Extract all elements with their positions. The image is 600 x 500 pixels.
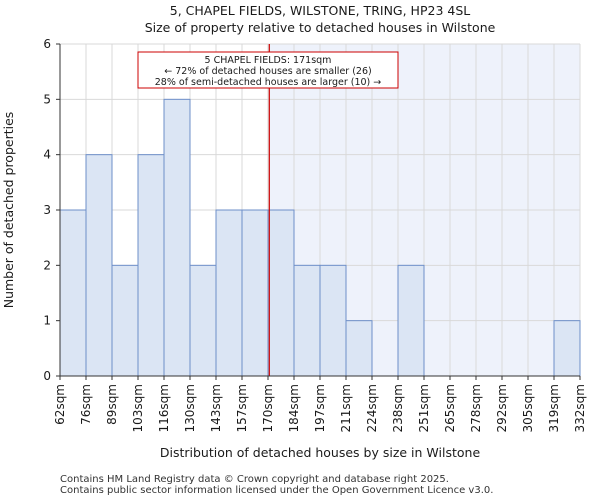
- bar: [85, 154, 113, 377]
- x-tick-label: 130sqm: [183, 384, 197, 432]
- x-tick-label: 170sqm: [261, 384, 275, 432]
- footer-line-1: Contains HM Land Registry data © Crown c…: [60, 474, 449, 485]
- x-tick-label: 319sqm: [547, 384, 561, 432]
- bar: [293, 264, 321, 377]
- y-tick-label: 3: [43, 203, 51, 217]
- annotation-line: 5 CHAPEL FIELDS: 171sqm: [205, 55, 332, 66]
- bar: [397, 264, 425, 377]
- bar: [319, 264, 347, 377]
- bar: [553, 320, 581, 377]
- annotation-line: 28% of semi-detached houses are larger (…: [155, 77, 382, 88]
- x-tick-label: 292sqm: [495, 384, 509, 432]
- bar: [241, 209, 269, 377]
- annotation-line: ← 72% of detached houses are smaller (26…: [164, 66, 371, 77]
- x-tick-label: 76sqm: [79, 384, 93, 425]
- x-tick-label: 305sqm: [521, 384, 535, 432]
- chart-subtitle: Size of property relative to detached ho…: [145, 20, 496, 35]
- x-tick-label: 103sqm: [131, 384, 145, 432]
- y-tick-label: 6: [43, 37, 51, 51]
- y-axis-label: Number of detached properties: [1, 112, 16, 309]
- bar: [345, 320, 373, 377]
- x-axis-label: Distribution of detached houses by size …: [160, 445, 481, 460]
- bars: [59, 98, 581, 377]
- bar: [189, 264, 217, 377]
- x-tick-label: 251sqm: [417, 384, 431, 432]
- axes: 0 1 2 3 4 5 6 62sqm 76sqm 89sqm 103sqm 116sqm 130sqm…: [43, 37, 587, 432]
- x-tick-label: 62sqm: [53, 384, 67, 425]
- chart-title: 5, CHAPEL FIELDS, WILSTONE, TRING, HP23 …: [170, 3, 471, 18]
- marker-group: 5 CHAPEL FIELDS: 171sqm← 72% of detached…: [137, 44, 399, 376]
- bar: [137, 154, 165, 377]
- footer-line-2: Contains public sector information licen…: [60, 485, 494, 496]
- x-tick-label: 116sqm: [157, 384, 171, 432]
- y-tick-label: 5: [43, 92, 51, 106]
- x-tick-label: 265sqm: [443, 384, 457, 432]
- bar: [163, 98, 191, 377]
- bar: [59, 209, 87, 377]
- y-tick-label: 0: [43, 369, 51, 383]
- y-tick-label: 1: [43, 314, 51, 328]
- x-tick-label: 184sqm: [287, 384, 301, 432]
- bar: [267, 209, 295, 377]
- bar: [111, 264, 139, 377]
- x-tick-label: 157sqm: [235, 384, 249, 432]
- y-tick-label: 2: [43, 258, 51, 272]
- x-tick-label: 89sqm: [105, 384, 119, 425]
- annotation-box: [137, 51, 399, 89]
- x-tick-label: 224sqm: [365, 384, 379, 432]
- x-tick-label: 211sqm: [339, 384, 353, 432]
- x-tick-label: 143sqm: [209, 384, 223, 432]
- y-tick-label: 4: [43, 148, 51, 162]
- x-tick-label: 197sqm: [313, 384, 327, 432]
- footer: Contains HM Land Registry data © Crown c…: [60, 474, 493, 496]
- x-tick-label: 332sqm: [573, 384, 587, 432]
- x-tick-label: 278sqm: [469, 384, 483, 432]
- bar: [215, 209, 243, 377]
- x-tick-label: 238sqm: [391, 384, 405, 432]
